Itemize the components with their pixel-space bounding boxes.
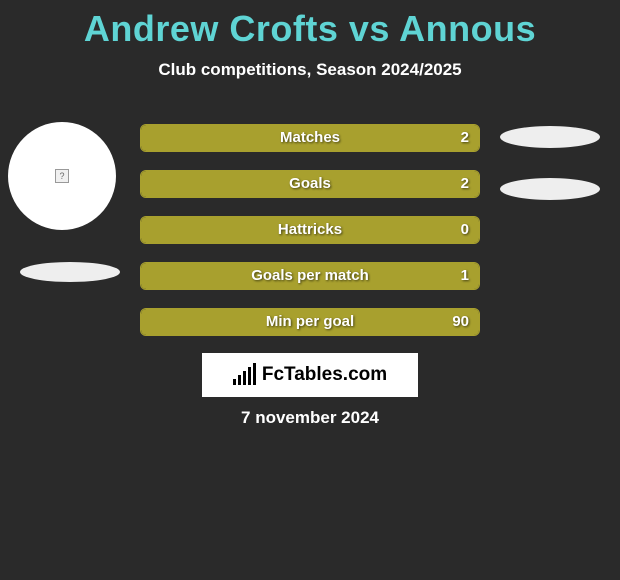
- stat-label: Goals: [141, 171, 479, 197]
- stat-label: Matches: [141, 125, 479, 151]
- player-right-shadow: [500, 178, 600, 200]
- player-right-avatar: [500, 126, 600, 148]
- stat-value: 2: [461, 171, 469, 197]
- branding-logo-icon: [233, 365, 256, 385]
- stat-row-goals: Goals 2: [140, 170, 480, 198]
- stat-value: 0: [461, 217, 469, 243]
- stats-list: Matches 2 Goals 2 Hattricks 0 Goals per …: [140, 124, 480, 354]
- broken-image-icon: ?: [55, 169, 69, 183]
- stat-row-hattricks: Hattricks 0: [140, 216, 480, 244]
- branding-badge: FcTables.com: [202, 353, 418, 397]
- stat-value: 2: [461, 125, 469, 151]
- subtitle: Club competitions, Season 2024/2025: [0, 60, 620, 80]
- stat-row-goals-per-match: Goals per match 1: [140, 262, 480, 290]
- stat-label: Min per goal: [141, 309, 479, 335]
- branding-text: FcTables.com: [262, 364, 387, 386]
- stat-value: 1: [461, 263, 469, 289]
- player-left-avatar: ?: [8, 122, 116, 230]
- date-text: 7 november 2024: [0, 408, 620, 428]
- page-title: Andrew Crofts vs Annous: [0, 0, 620, 50]
- stat-row-matches: Matches 2: [140, 124, 480, 152]
- comparison-card: Andrew Crofts vs Annous Club competition…: [0, 0, 620, 580]
- stat-label: Goals per match: [141, 263, 479, 289]
- stat-value: 90: [452, 309, 469, 335]
- stat-label: Hattricks: [141, 217, 479, 243]
- stat-row-min-per-goal: Min per goal 90: [140, 308, 480, 336]
- player-left-shadow: [20, 262, 120, 282]
